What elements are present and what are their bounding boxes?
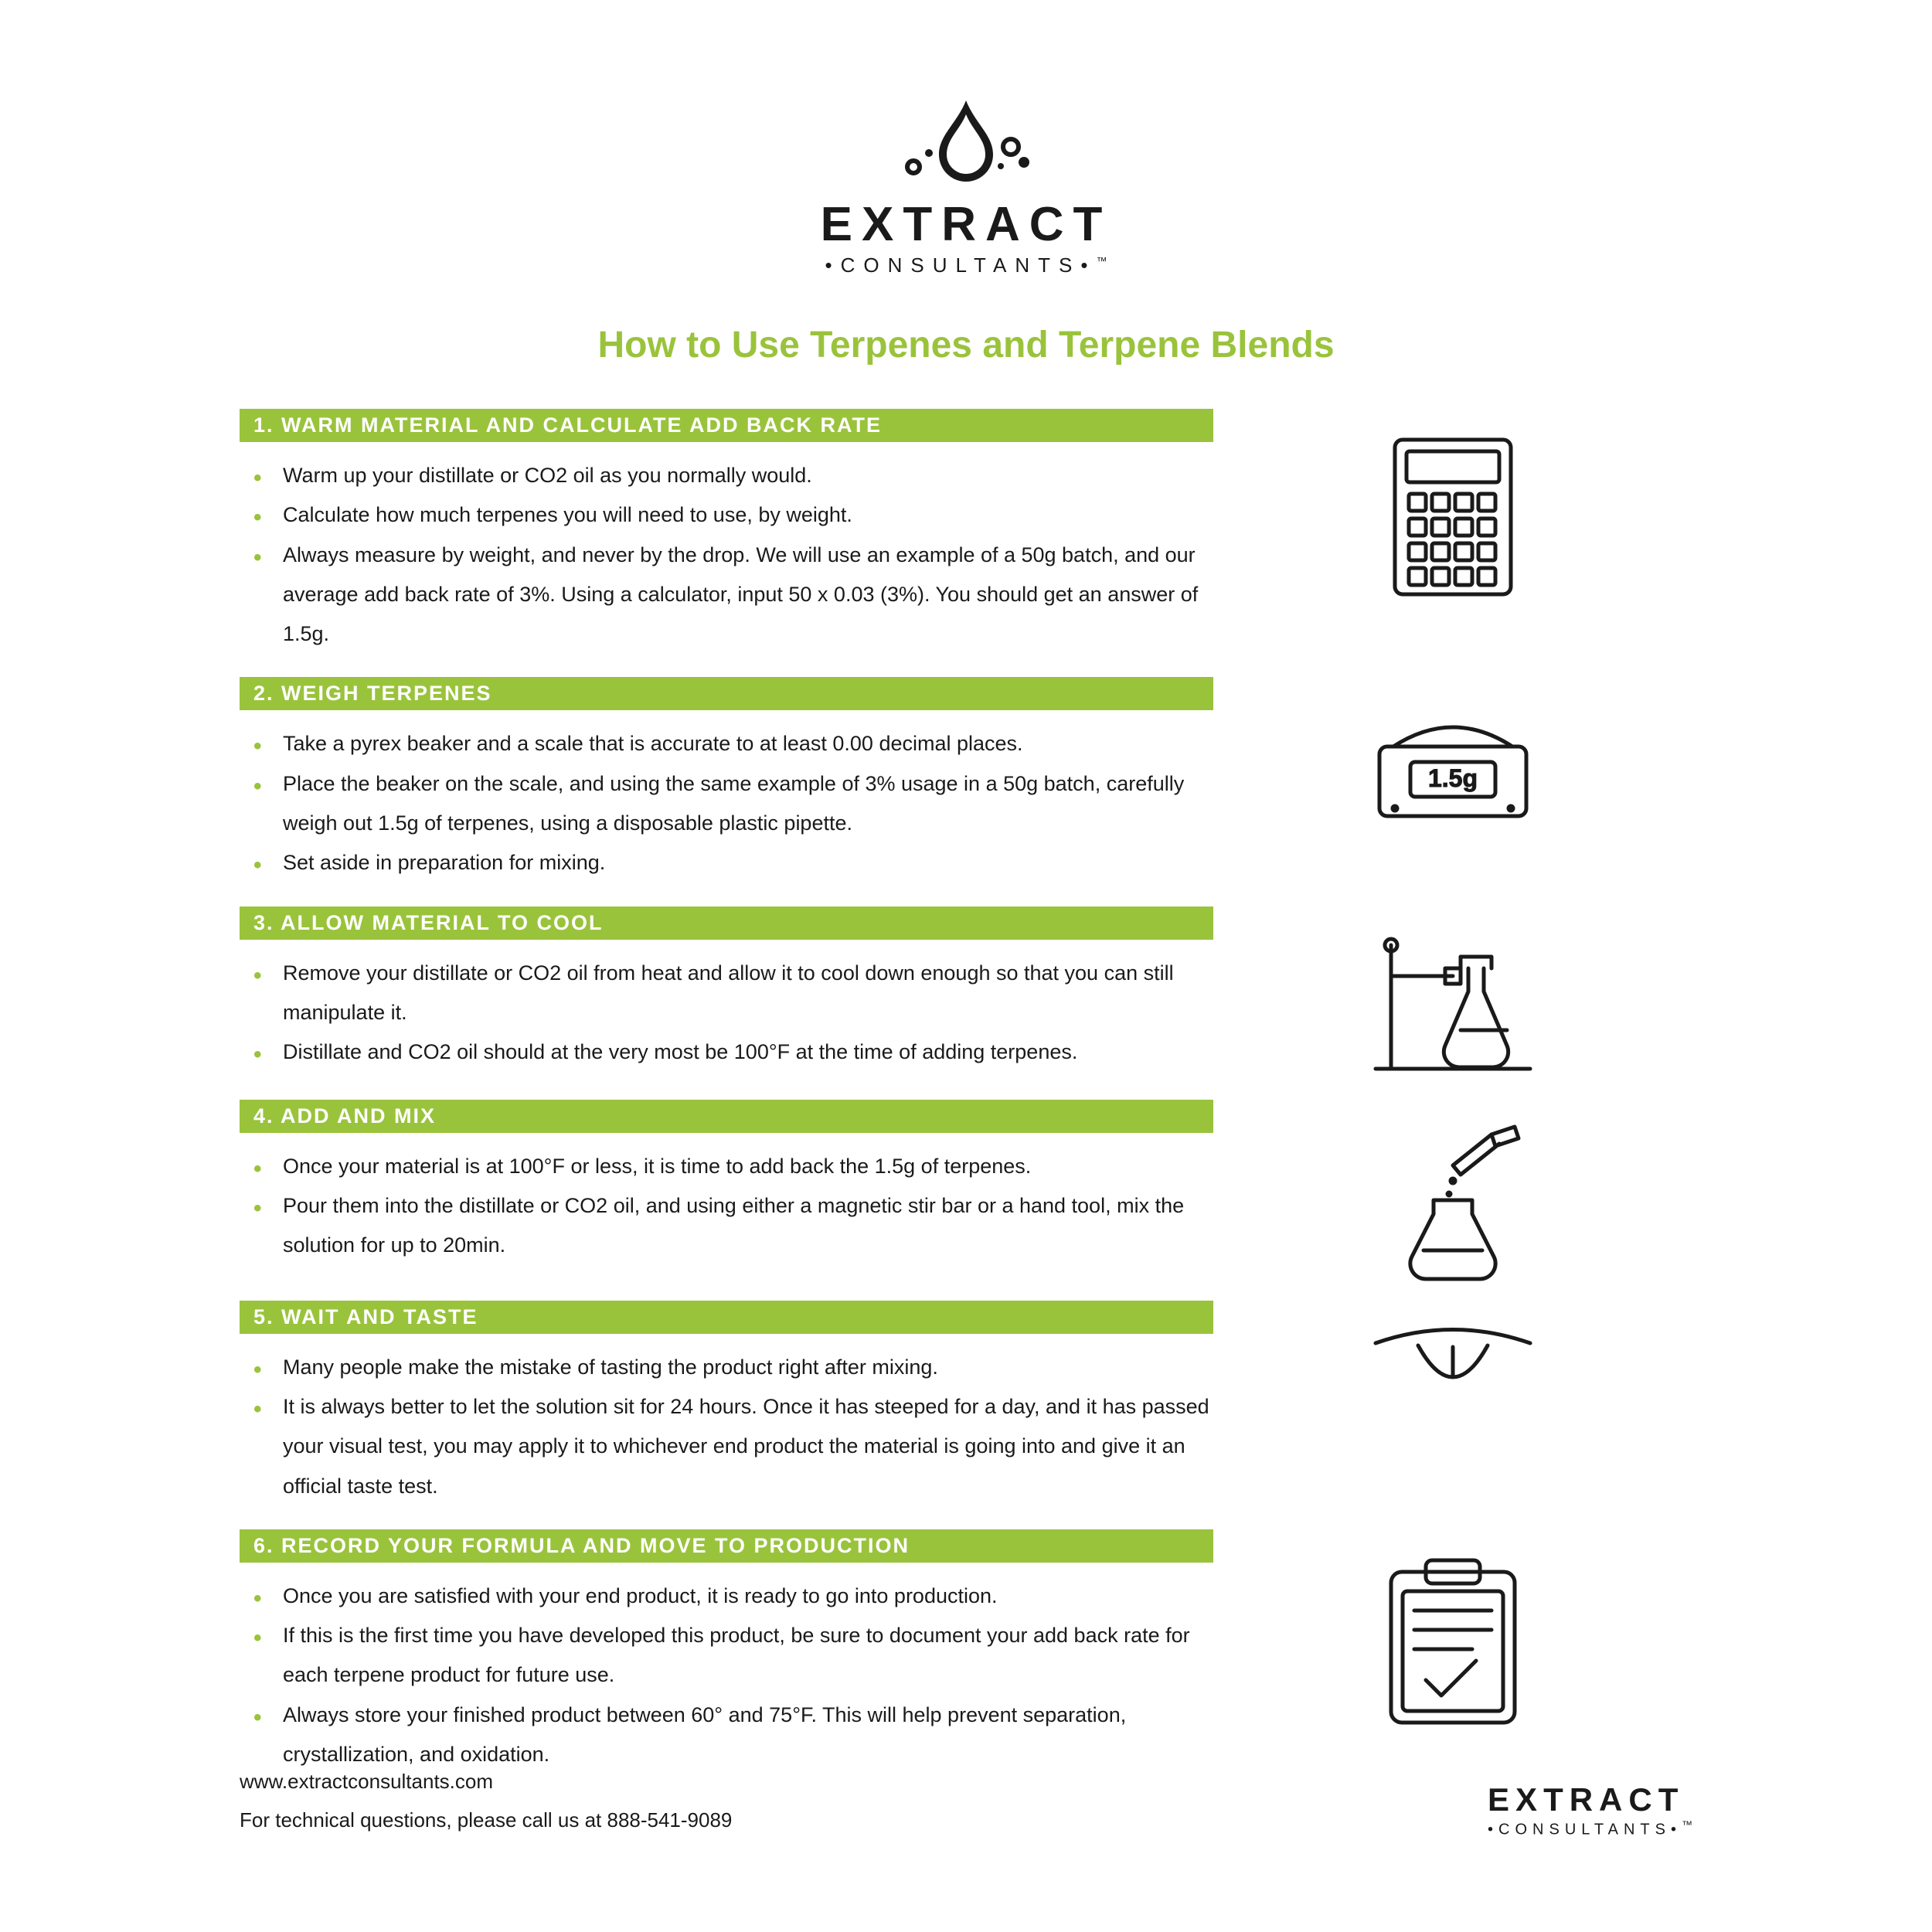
step-content: 4. ADD AND MIX Once your material is at 1…: [240, 1100, 1213, 1274]
brand-name-sub: •CONSULTANTS•™: [240, 253, 1692, 277]
bullet-item: Place the beaker on the scale, and using…: [253, 764, 1213, 844]
step: 2. WEIGH TERPENES Take a pyrex beaker and…: [240, 677, 1692, 890]
droplet-bubbles-icon: [866, 93, 1066, 185]
step: 4. ADD AND MIX Once your material is at 1…: [240, 1100, 1692, 1285]
bullet-item: Always measure by weight, and never by t…: [253, 536, 1213, 655]
bullet-item: If this is the first time you have devel…: [253, 1616, 1213, 1696]
step-bullets: Warm up your distillate or CO2 oil as yo…: [240, 442, 1213, 662]
step-header: 5. WAIT AND TASTE: [240, 1301, 1213, 1334]
footer-brand-main: EXTRACT: [1488, 1781, 1692, 1818]
step-bullets: Remove your distillate or CO2 oil from h…: [240, 940, 1213, 1080]
calculator-icon: [1213, 409, 1692, 602]
dropper-flask-icon: [1213, 1100, 1692, 1285]
step: 3. ALLOW MATERIAL TO COOL Remove your dis…: [240, 906, 1692, 1084]
step-bullets: Take a pyrex beaker and a scale that is …: [240, 710, 1213, 890]
bullet-item: Once your material is at 100°F or less, …: [253, 1147, 1213, 1186]
footer-contact: www.extractconsultants.com For technical…: [240, 1763, 732, 1839]
step-content: 5. WAIT AND TASTE Many people make the mi…: [240, 1301, 1213, 1514]
bullet-item: Set aside in preparation for mixing.: [253, 843, 1213, 883]
footer-url: www.extractconsultants.com: [240, 1763, 732, 1801]
footer: www.extractconsultants.com For technical…: [240, 1763, 1692, 1839]
step-content: 6. RECORD YOUR FORMULA AND MOVE TO PRODU…: [240, 1529, 1213, 1782]
step-header: 3. ALLOW MATERIAL TO COOL: [240, 906, 1213, 940]
step-bullets: Once your material is at 100°F or less, …: [240, 1133, 1213, 1274]
bullet-item: Remove your distillate or CO2 oil from h…: [253, 954, 1213, 1033]
step-content: 1. WARM MATERIAL AND CALCULATE ADD BACK …: [240, 409, 1213, 662]
step-header: 4. ADD AND MIX: [240, 1100, 1213, 1133]
step-content: 3. ALLOW MATERIAL TO COOL Remove your dis…: [240, 906, 1213, 1080]
step: 5. WAIT AND TASTE Many people make the mi…: [240, 1301, 1692, 1514]
step-bullets: Once you are satisfied with your end pro…: [240, 1563, 1213, 1782]
footer-phone: For technical questions, please call us …: [240, 1801, 732, 1839]
step: 6. RECORD YOUR FORMULA AND MOVE TO PRODU…: [240, 1529, 1692, 1782]
step-header: 1. WARM MATERIAL AND CALCULATE ADD BACK …: [240, 409, 1213, 442]
bullet-item: Take a pyrex beaker and a scale that is …: [253, 724, 1213, 764]
bullet-item: Once you are satisfied with your end pro…: [253, 1577, 1213, 1616]
bullet-item: It is always better to let the solution …: [253, 1387, 1213, 1506]
scale-icon: 1.5g: [1213, 677, 1692, 824]
step: 1. WARM MATERIAL AND CALCULATE ADD BACK …: [240, 409, 1692, 662]
brand-logo: EXTRACT •CONSULTANTS•™: [240, 93, 1692, 277]
step-bullets: Many people make the mistake of tasting …: [240, 1334, 1213, 1514]
bullet-item: Pour them into the distillate or CO2 oil…: [253, 1186, 1213, 1266]
footer-brand-sub: •CONSULTANTS•™: [1488, 1818, 1692, 1839]
footer-logo: EXTRACT •CONSULTANTS•™: [1488, 1781, 1692, 1839]
flask-stand-icon: [1213, 906, 1692, 1084]
step-header: 2. WEIGH TERPENES: [240, 677, 1213, 710]
bullet-item: Warm up your distillate or CO2 oil as yo…: [253, 456, 1213, 495]
clipboard-icon: [1213, 1529, 1692, 1730]
page-title: How to Use Terpenes and Terpene Blends: [240, 324, 1692, 366]
page: EXTRACT •CONSULTANTS•™ How to Use Terpen…: [0, 0, 1932, 1782]
steps-container: 1. WARM MATERIAL AND CALCULATE ADD BACK …: [240, 409, 1692, 1782]
step-header: 6. RECORD YOUR FORMULA AND MOVE TO PRODU…: [240, 1529, 1213, 1563]
bullet-item: Distillate and CO2 oil should at the ver…: [253, 1032, 1213, 1072]
step-content: 2. WEIGH TERPENES Take a pyrex beaker and…: [240, 677, 1213, 890]
bullet-item: Calculate how much terpenes you will nee…: [253, 495, 1213, 535]
bullet-item: Many people make the mistake of tasting …: [253, 1348, 1213, 1387]
brand-name-main: EXTRACT: [240, 197, 1692, 252]
svg-text:1.5g: 1.5g: [1428, 764, 1478, 792]
tongue-icon: [1213, 1301, 1692, 1417]
